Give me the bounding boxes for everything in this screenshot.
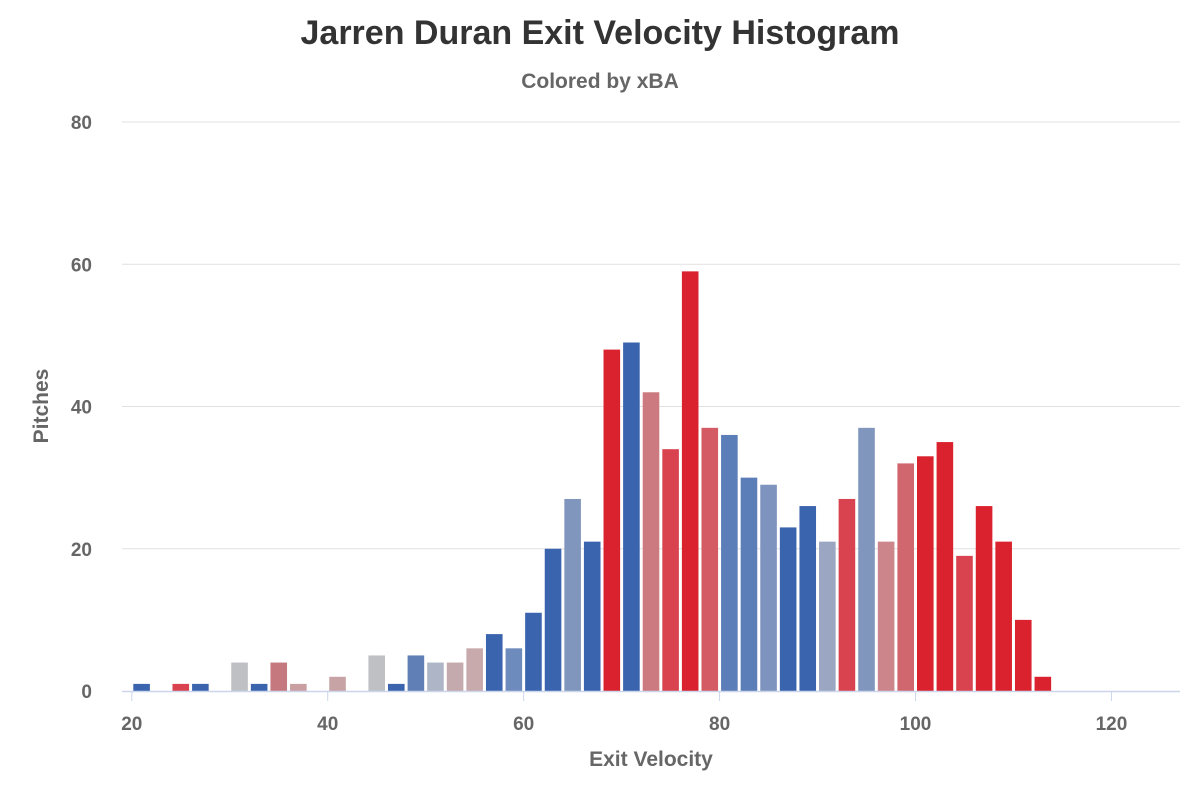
histogram-bar <box>388 683 405 691</box>
axes: 0 20 40 60 80 20 40 60 80 100 120 <box>71 113 1180 735</box>
histogram-bar <box>740 477 758 691</box>
histogram-bar <box>368 655 385 691</box>
histogram-bar <box>603 349 621 691</box>
histogram-bar <box>525 612 542 691</box>
histogram-bar <box>270 662 288 691</box>
histogram-bar <box>858 427 875 691</box>
x-axis-title: Exit Velocity <box>589 748 713 771</box>
histogram-bar <box>505 648 523 691</box>
histogram-bar <box>583 541 601 691</box>
histogram-bar <box>877 541 895 691</box>
histogram-bar <box>564 498 581 691</box>
histogram-bar <box>975 506 993 691</box>
x-tick-label: 40 <box>317 714 338 735</box>
histogram-bar <box>681 271 699 691</box>
y-tick-label: 40 <box>71 398 92 419</box>
histogram-bar <box>250 683 268 691</box>
x-tick-label: 80 <box>709 714 730 735</box>
histogram-bar <box>329 676 346 691</box>
histogram-bar <box>231 662 248 691</box>
histogram-bar <box>701 427 719 691</box>
histogram-bar <box>819 541 836 691</box>
histogram-bar <box>1014 619 1032 691</box>
histogram-bar <box>466 648 483 691</box>
histogram-bar <box>133 683 150 691</box>
y-tick-label: 60 <box>71 255 92 276</box>
y-tick-label: 80 <box>71 113 92 134</box>
x-tick-label: 120 <box>1096 714 1128 735</box>
histogram-bar <box>760 484 777 691</box>
histogram-bar <box>799 506 817 691</box>
y-tick-label: 20 <box>71 540 92 561</box>
histogram-bar <box>172 683 190 691</box>
bars <box>133 271 1052 691</box>
chart-subtitle: Colored by xBA <box>521 70 679 93</box>
x-tick-label: 100 <box>900 714 932 735</box>
histogram-bar <box>290 683 307 691</box>
histogram-bar <box>485 634 503 691</box>
histogram-bar <box>838 498 856 691</box>
histogram-bar <box>1034 676 1052 691</box>
histogram-bar <box>897 463 914 691</box>
histogram-bar <box>917 456 934 691</box>
histogram-bar <box>642 392 660 691</box>
x-tick-label: 20 <box>121 714 142 735</box>
histogram-bar <box>936 442 954 691</box>
histogram-bar <box>662 449 679 691</box>
histogram-bar <box>446 662 464 691</box>
histogram-bar <box>623 342 640 691</box>
histogram-bar <box>956 555 973 691</box>
y-axis-title: Pitches <box>30 369 53 444</box>
histogram-bar <box>721 434 738 691</box>
y-tick-label: 0 <box>81 682 92 703</box>
histogram-bar <box>995 541 1012 691</box>
histogram-bar <box>779 527 797 691</box>
x-tick-label: 60 <box>513 714 534 735</box>
histogram-bar <box>192 683 209 691</box>
histogram-bar <box>407 655 425 691</box>
chart-title: Jarren Duran Exit Velocity Histogram <box>300 14 900 52</box>
histogram-bar <box>544 548 562 691</box>
histogram-bar <box>427 662 444 691</box>
